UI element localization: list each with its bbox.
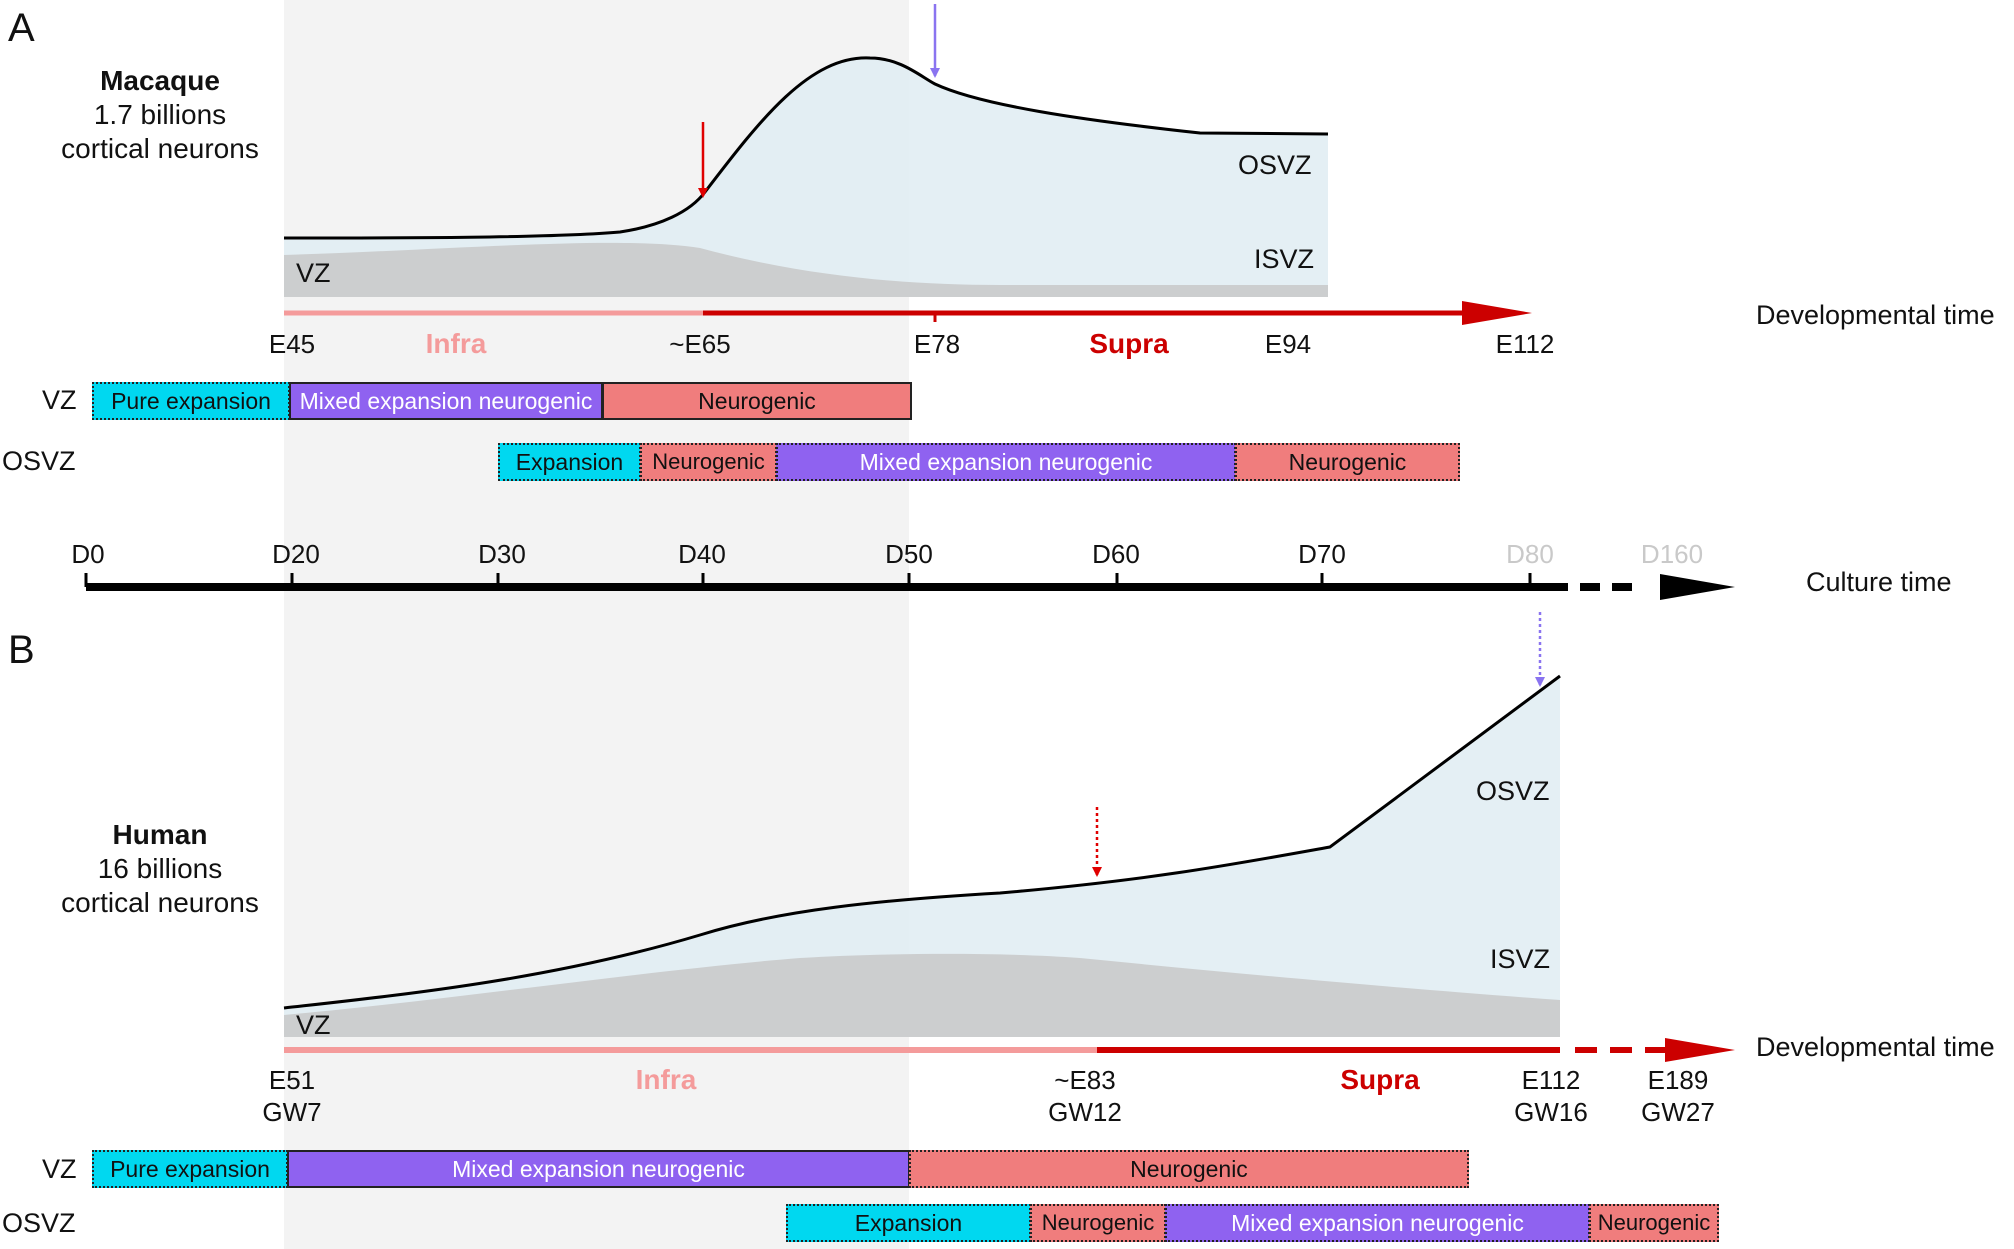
macaque-phase-infra: Infra (425, 328, 487, 359)
culture-axis-arrowhead (1660, 574, 1735, 600)
macaque-axis-title: Developmental time (1756, 300, 1995, 330)
human-tick-e83: ~E83 GW12 (1048, 1064, 1122, 1128)
human-tick-e51: E51 GW7 (262, 1064, 321, 1128)
macaque-neuron-count: 1.7 billions (93, 99, 227, 130)
culture-tick-d60: D60 (1092, 539, 1140, 569)
culture-axis-ticks (84, 573, 1532, 587)
macaque-osvz-label: OSVZ (1238, 150, 1312, 180)
culture-tick-d50: D50 (885, 539, 933, 569)
culture-tick-d0: D0 (71, 539, 105, 569)
human-isvz-label: ISVZ (1490, 944, 1551, 974)
human-vz-label: VZ (296, 1010, 331, 1040)
macaque-vz-row-label: VZ (42, 385, 77, 415)
culture-tick-d70: D70 (1298, 539, 1346, 569)
human-osvz-neurogenic-1: Neurogenic (1030, 1204, 1166, 1242)
human-tick-e112-bottom: GW16 (1514, 1097, 1588, 1127)
macaque-isvz-label: ISVZ (1254, 244, 1315, 274)
human-tick-e189-bottom: GW27 (1641, 1097, 1715, 1127)
macaque-phase-supra: Supra (1089, 328, 1169, 359)
human-axis-title: Developmental time (1756, 1032, 1995, 1062)
human-neuron-count: 16 billions (97, 853, 223, 884)
human-vz-pure-expansion: Pure expansion (92, 1150, 288, 1188)
human-osvz-mixed: Mixed expansion neurogenic (1165, 1204, 1590, 1242)
human-tick-e112: E112 GW16 (1514, 1064, 1588, 1128)
macaque-tick-e65: ~E65 (669, 329, 731, 359)
human-growth-curve (283, 674, 1561, 1010)
macaque-axis-arrowhead (1462, 301, 1532, 325)
human-osvz-label: OSVZ (1476, 776, 1550, 806)
macaque-tick-e112: E112 (1495, 329, 1555, 359)
human-osvz-expansion: Expansion (786, 1204, 1031, 1242)
macaque-species-block: Macaque 1.7 billions cortical neurons (30, 64, 290, 166)
human-axis-arrowhead (1665, 1038, 1735, 1062)
macaque-growth-curve (283, 56, 1329, 240)
macaque-species-name: Macaque (100, 65, 220, 96)
macaque-neuron-desc: cortical neurons (61, 133, 259, 164)
macaque-osvz-mixed: Mixed expansion neurogenic (776, 443, 1236, 481)
macaque-vz-neurogenic: Neurogenic (602, 382, 912, 420)
culture-tick-d20: D20 (272, 539, 320, 569)
macaque-vz-mixed: Mixed expansion neurogenic (289, 382, 603, 420)
culture-tick-d30: D30 (478, 539, 526, 569)
human-tick-e83-top: ~E83 (1054, 1065, 1116, 1095)
human-vz-area (284, 953, 1560, 1037)
macaque-osvz-row-label: OSVZ (2, 446, 76, 476)
macaque-vz-area (284, 242, 1328, 297)
human-osvz-row-label: OSVZ (2, 1208, 76, 1238)
panel-b-letter: B (8, 628, 35, 672)
macaque-osvz-neurogenic-1: Neurogenic (640, 443, 777, 481)
human-osvz-neurogenic-2: Neurogenic (1589, 1204, 1719, 1242)
human-tick-e51-top: E51 (268, 1065, 316, 1095)
macaque-vz-label: VZ (296, 258, 331, 288)
macaque-tick-e94: E94 (1264, 329, 1312, 359)
human-tick-e189-top: E189 (1647, 1065, 1709, 1095)
human-tick-e51-bottom: GW7 (262, 1097, 322, 1127)
human-neuron-desc: cortical neurons (61, 887, 259, 918)
macaque-vz-pure-expansion: Pure expansion (92, 382, 290, 420)
human-vz-neurogenic: Neurogenic (909, 1150, 1469, 1188)
macaque-osvz-neurogenic-2: Neurogenic (1235, 443, 1460, 481)
human-species-name: Human (112, 819, 208, 850)
culture-tick-d40: D40 (678, 539, 726, 569)
human-osvz-area (284, 676, 1560, 1037)
macaque-osvz-expansion: Expansion (498, 443, 641, 481)
human-species-block: Human 16 billions cortical neurons (30, 818, 290, 920)
culture-axis-title: Culture time (1806, 567, 1952, 597)
human-phase-infra: Infra (635, 1064, 697, 1095)
panel-a-letter: A (8, 6, 35, 50)
human-tick-e189: E189 GW27 (1641, 1064, 1715, 1128)
human-tick-e112-top: E112 (1521, 1065, 1581, 1095)
human-vz-mixed: Mixed expansion neurogenic (287, 1150, 910, 1188)
culture-tick-d160: D160 (1640, 539, 1704, 569)
human-vz-row-label: VZ (42, 1154, 77, 1184)
culture-tick-d80: D80 (1506, 539, 1554, 569)
human-tick-e83-bottom: GW12 (1048, 1097, 1122, 1127)
macaque-tick-e78: E78 (913, 329, 961, 359)
macaque-tick-e45: E45 (268, 329, 316, 359)
human-phase-supra: Supra (1340, 1064, 1420, 1095)
